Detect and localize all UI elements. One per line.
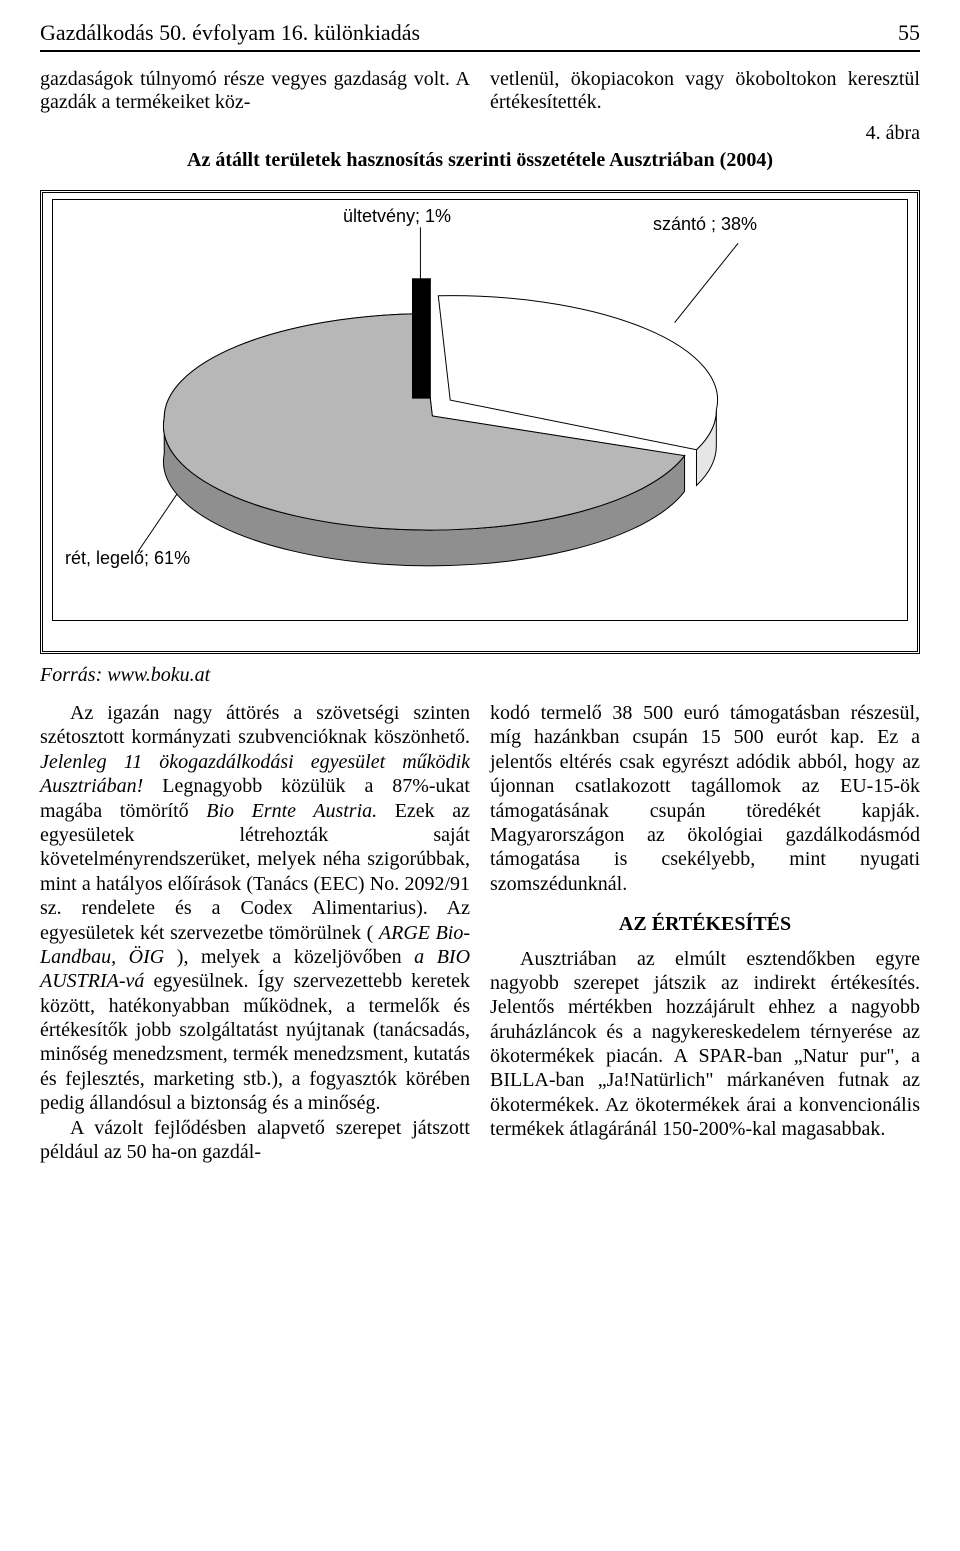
page-body: Gazdálkodás 50. évfolyam 16. különkiadás… [0,0,960,1204]
chart-label-szanto: szántó ; 38% [653,214,757,235]
intro-columns: gazdaságok túlnyomó része vegyes gazdasá… [40,68,920,145]
chart-source: Forrás: www.boku.at [40,664,920,687]
para-right-2: Ausztriában az elmúlt esztendőkben egyre… [490,947,920,1142]
chart-label-ultetveny: ültetvény; 1% [343,206,451,227]
chart-outer-frame: ültetvény; 1% szántó ; 38% rét, legelő; … [40,190,920,654]
body-text-columns: Az igazán nagy áttörés a szövetségi szin… [40,701,920,1164]
text-span: Az igazán nagy áttörés a szövetségi szin… [40,702,470,748]
figure-label: 4. ábra [490,122,920,145]
intro-right: vetlenül, ökopiacokon vagy ökoboltokon k… [490,68,920,145]
chart-inner-frame: ültetvény; 1% szántó ; 38% rét, legelő; … [52,199,908,621]
para-right-1: kodó termelő 38 500 euró támogatásban ré… [490,701,920,896]
page-number: 55 [898,20,920,46]
page-header: Gazdálkodás 50. évfolyam 16. különkiadás… [40,20,920,52]
header-left: Gazdálkodás 50. évfolyam 16. különkiadás [40,20,420,46]
text-span: ), melyek a közeljövőben [177,946,414,968]
text-span-italic: Bio Ernte Austria. [206,800,377,822]
intro-right-text: vetlenül, ökopiacokon vagy ökoboltokon k… [490,68,920,113]
section-heading: AZ ÉRTÉKESÍTÉS [490,912,920,936]
chart-title: Az átállt területek hasznosítás szerinti… [40,149,920,172]
chart-label-ret-legelo: rét, legelő; 61% [65,548,190,569]
para-left-2: A vázolt fejlődésben alapvető szerepet j… [40,1116,470,1165]
para-left-1: Az igazán nagy áttörés a szövetségi szin… [40,701,470,1116]
intro-left: gazdaságok túlnyomó része vegyes gazdasá… [40,68,470,145]
